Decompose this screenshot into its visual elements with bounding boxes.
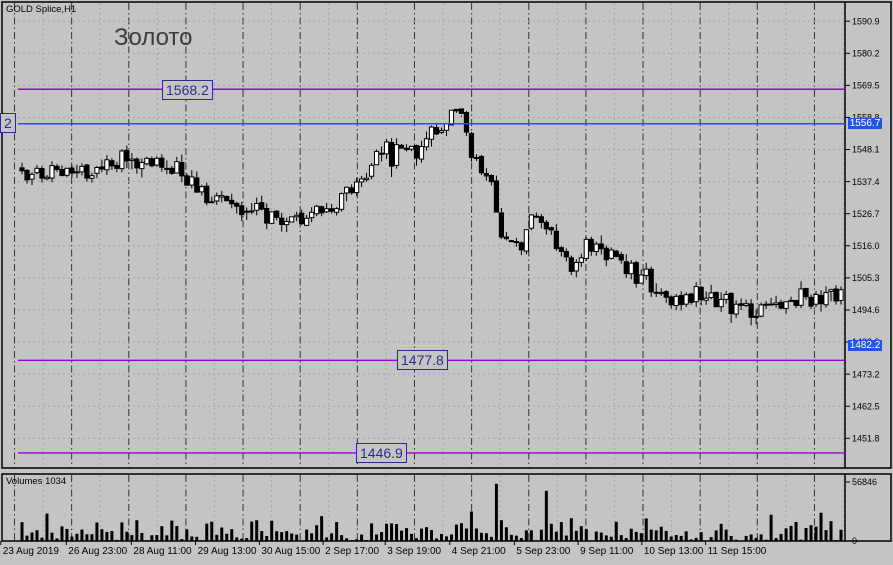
svg-text:0: 0 bbox=[852, 536, 857, 546]
svg-text:1580.2: 1580.2 bbox=[852, 48, 880, 58]
svg-text:1569.5: 1569.5 bbox=[852, 81, 880, 91]
svg-text:1526.7: 1526.7 bbox=[852, 209, 880, 219]
svg-text:1537.4: 1537.4 bbox=[852, 177, 880, 187]
svg-text:1548.1: 1548.1 bbox=[852, 145, 880, 155]
svg-text:1451.8: 1451.8 bbox=[852, 433, 880, 443]
svg-text:56846: 56846 bbox=[852, 477, 877, 487]
svg-text:1590.9: 1590.9 bbox=[852, 16, 880, 26]
svg-text:1473.2: 1473.2 bbox=[852, 369, 880, 379]
svg-text:1516.0: 1516.0 bbox=[852, 241, 880, 251]
svg-text:1462.5: 1462.5 bbox=[852, 401, 880, 411]
svg-text:1505.3: 1505.3 bbox=[852, 273, 880, 283]
svg-text:1494.6: 1494.6 bbox=[852, 305, 880, 315]
